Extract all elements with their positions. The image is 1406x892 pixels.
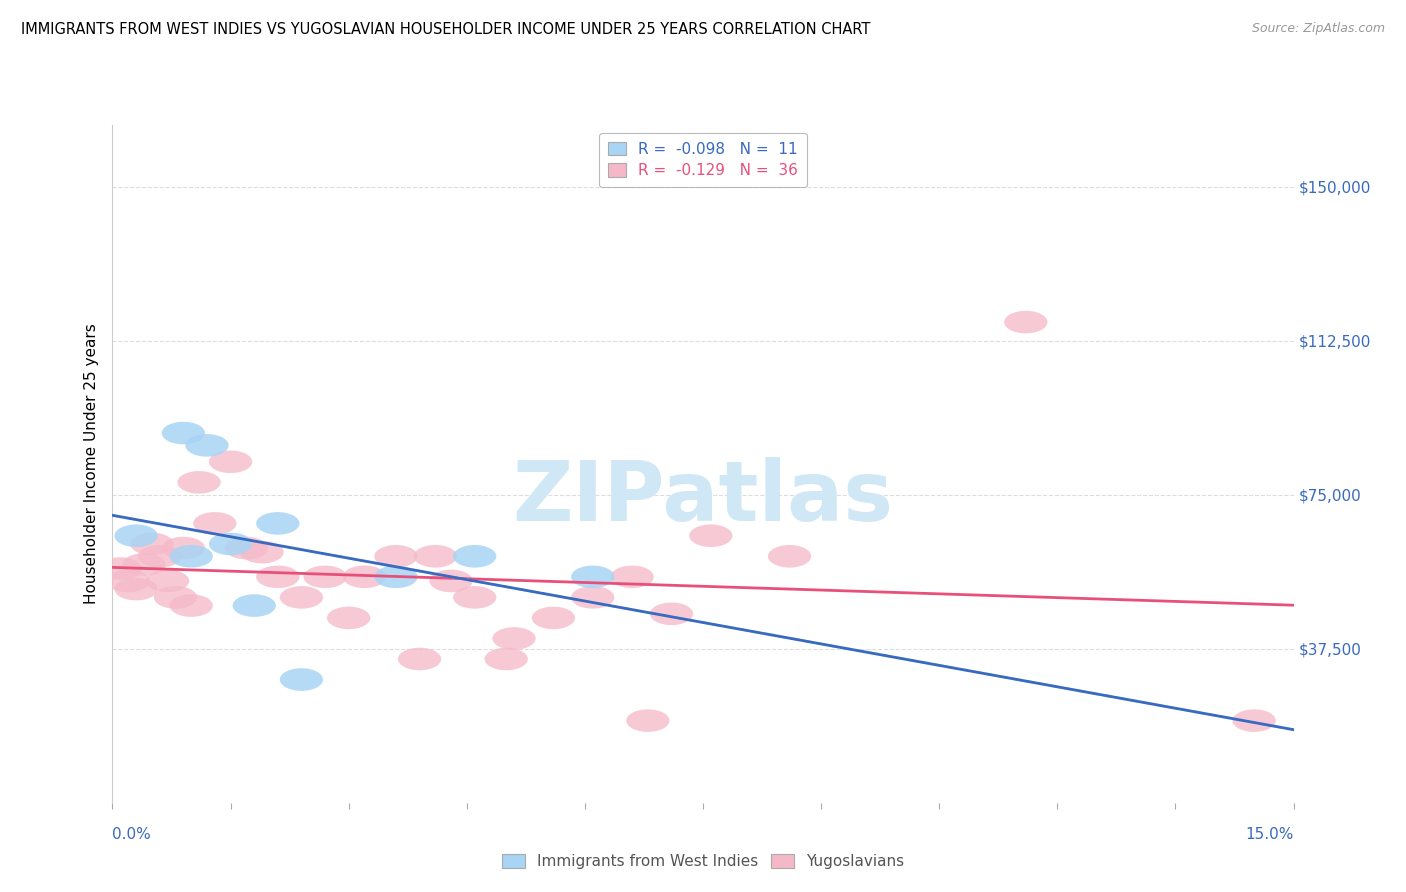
Text: 15.0%: 15.0% — [1246, 827, 1294, 841]
Ellipse shape — [114, 524, 157, 547]
Ellipse shape — [453, 545, 496, 567]
Ellipse shape — [304, 566, 347, 588]
Ellipse shape — [98, 558, 142, 580]
Ellipse shape — [107, 570, 150, 592]
Ellipse shape — [153, 586, 197, 608]
Ellipse shape — [240, 541, 284, 564]
Ellipse shape — [531, 607, 575, 629]
Y-axis label: Householder Income Under 25 years: Householder Income Under 25 years — [83, 324, 98, 604]
Ellipse shape — [193, 512, 236, 534]
Ellipse shape — [1004, 310, 1047, 334]
Ellipse shape — [492, 627, 536, 649]
Ellipse shape — [398, 648, 441, 670]
Ellipse shape — [626, 709, 669, 732]
Ellipse shape — [374, 566, 418, 588]
Ellipse shape — [170, 545, 212, 567]
Text: IMMIGRANTS FROM WEST INDIES VS YUGOSLAVIAN HOUSEHOLDER INCOME UNDER 25 YEARS COR: IMMIGRANTS FROM WEST INDIES VS YUGOSLAVI… — [21, 22, 870, 37]
Ellipse shape — [328, 607, 370, 629]
Ellipse shape — [170, 594, 212, 617]
Ellipse shape — [232, 594, 276, 617]
Ellipse shape — [650, 602, 693, 625]
Ellipse shape — [610, 566, 654, 588]
Ellipse shape — [209, 450, 252, 473]
Ellipse shape — [768, 545, 811, 567]
Ellipse shape — [162, 537, 205, 559]
Ellipse shape — [186, 434, 229, 457]
Ellipse shape — [485, 648, 527, 670]
Ellipse shape — [256, 512, 299, 534]
Ellipse shape — [138, 545, 181, 567]
Ellipse shape — [209, 533, 252, 555]
Ellipse shape — [131, 533, 173, 555]
Ellipse shape — [1233, 709, 1275, 732]
Ellipse shape — [280, 668, 323, 690]
Ellipse shape — [225, 537, 269, 559]
Ellipse shape — [177, 471, 221, 493]
Ellipse shape — [114, 578, 157, 600]
Ellipse shape — [256, 566, 299, 588]
Text: 0.0%: 0.0% — [112, 827, 152, 841]
Ellipse shape — [413, 545, 457, 567]
Text: ZIPatlas: ZIPatlas — [513, 458, 893, 538]
Ellipse shape — [689, 524, 733, 547]
Ellipse shape — [453, 586, 496, 608]
Text: Source: ZipAtlas.com: Source: ZipAtlas.com — [1251, 22, 1385, 36]
Ellipse shape — [162, 422, 205, 444]
Ellipse shape — [374, 545, 418, 567]
Ellipse shape — [280, 586, 323, 608]
Ellipse shape — [146, 570, 190, 592]
Ellipse shape — [122, 553, 166, 576]
Ellipse shape — [571, 566, 614, 588]
Ellipse shape — [571, 586, 614, 608]
Legend: Immigrants from West Indies, Yugoslavians: Immigrants from West Indies, Yugoslavian… — [496, 848, 910, 875]
Ellipse shape — [429, 570, 472, 592]
Legend: R =  -0.098   N =  11, R =  -0.129   N =  36: R = -0.098 N = 11, R = -0.129 N = 36 — [599, 133, 807, 187]
Ellipse shape — [343, 566, 387, 588]
